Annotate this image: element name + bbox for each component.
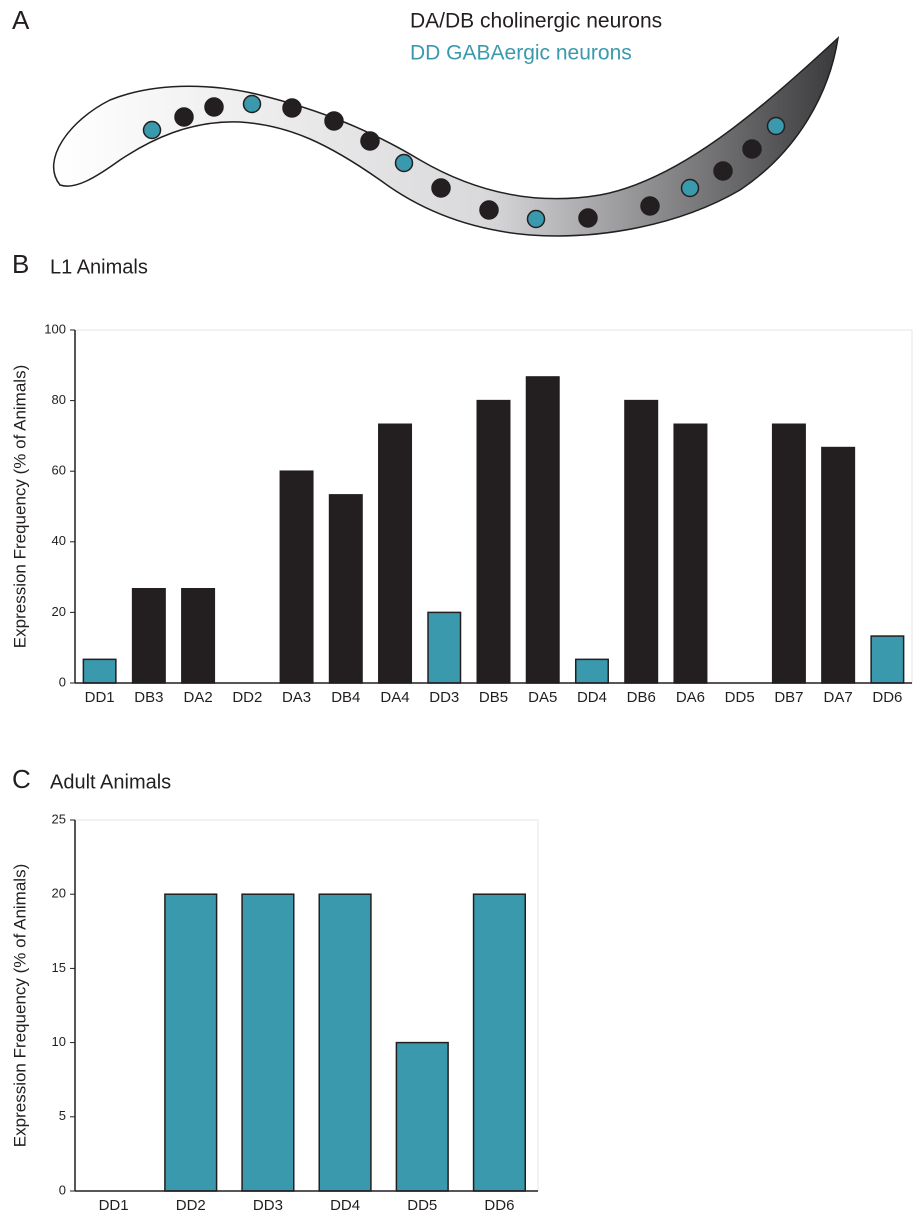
legend-entry: DA/DB cholinergic neurons bbox=[410, 10, 662, 33]
x-tick-label: DD3 bbox=[429, 689, 459, 706]
bar bbox=[330, 495, 362, 683]
x-tick-label: DA3 bbox=[282, 689, 311, 706]
dd-neuron bbox=[144, 122, 161, 139]
da-db-neuron bbox=[175, 108, 193, 126]
x-tick-label: DB5 bbox=[479, 689, 508, 706]
bar bbox=[396, 1043, 448, 1191]
da-db-neuron bbox=[641, 197, 659, 215]
x-tick-label: DB7 bbox=[774, 689, 803, 706]
panel-label: C bbox=[12, 764, 31, 794]
da-db-neuron bbox=[361, 132, 379, 150]
x-tick-label: DA6 bbox=[676, 689, 705, 706]
y-tick-label: 80 bbox=[52, 392, 66, 407]
bar bbox=[822, 448, 854, 683]
x-tick-label: DA4 bbox=[380, 689, 409, 706]
x-tick-label: DD1 bbox=[85, 689, 115, 706]
panel-label: B bbox=[12, 249, 29, 279]
x-tick-label: DD2 bbox=[232, 689, 262, 706]
da-db-neuron bbox=[579, 209, 597, 227]
y-tick-label: 25 bbox=[52, 811, 66, 826]
figure: A DA/DB cholinergic neurons DD GABAergic… bbox=[0, 0, 914, 1214]
bar bbox=[182, 589, 214, 683]
bar bbox=[242, 894, 294, 1191]
bar bbox=[773, 424, 805, 683]
y-tick-label: 0 bbox=[59, 674, 66, 689]
x-tick-label: DD1 bbox=[99, 1197, 129, 1214]
x-tick-label: DD4 bbox=[577, 689, 607, 706]
da-db-neuron bbox=[432, 179, 450, 197]
da-db-neuron bbox=[205, 98, 223, 116]
x-tick-label: DD3 bbox=[253, 1197, 283, 1214]
y-tick-label: 10 bbox=[52, 1034, 66, 1049]
y-tick-label: 5 bbox=[59, 1108, 66, 1123]
bar bbox=[474, 894, 526, 1191]
legend-entry: DD GABAergic neurons bbox=[410, 42, 632, 65]
x-tick-label: DD4 bbox=[330, 1197, 360, 1214]
y-tick-label: 60 bbox=[52, 463, 66, 478]
bar bbox=[83, 659, 115, 683]
worm bbox=[54, 38, 838, 236]
x-tick-label: DD5 bbox=[725, 689, 755, 706]
x-tick-label: DB6 bbox=[627, 689, 656, 706]
bar bbox=[625, 401, 657, 683]
bar bbox=[319, 894, 371, 1191]
y-tick-label: 40 bbox=[52, 533, 66, 548]
bar bbox=[133, 589, 165, 683]
panel-label: A bbox=[12, 5, 30, 35]
dd-neuron bbox=[396, 155, 413, 172]
da-db-neuron bbox=[480, 201, 498, 219]
y-tick-label: 15 bbox=[52, 960, 66, 975]
y-tick-label: 100 bbox=[44, 321, 66, 336]
x-tick-label: DD6 bbox=[872, 689, 902, 706]
bar bbox=[477, 401, 509, 683]
plot-frame bbox=[75, 820, 538, 1191]
dd-neuron bbox=[244, 96, 261, 113]
bar bbox=[428, 612, 460, 683]
dd-neuron bbox=[768, 118, 785, 135]
chart-title: Adult Animals bbox=[50, 771, 171, 793]
bar bbox=[674, 424, 706, 683]
da-db-neuron bbox=[743, 140, 761, 158]
y-axis-label: Expression Frequency (% of Animals) bbox=[10, 864, 29, 1147]
x-tick-label: DD5 bbox=[407, 1197, 437, 1214]
y-tick-label: 0 bbox=[59, 1182, 66, 1197]
bar bbox=[280, 471, 312, 683]
x-tick-label: DD6 bbox=[484, 1197, 514, 1214]
bar bbox=[165, 894, 217, 1191]
da-db-neuron bbox=[283, 99, 301, 117]
page: A DA/DB cholinergic neurons DD GABAergic… bbox=[0, 0, 914, 1214]
dd-neuron bbox=[682, 180, 699, 197]
bar bbox=[871, 636, 903, 683]
y-tick-label: 20 bbox=[52, 886, 66, 901]
y-axis-label: Expression Frequency (% of Animals) bbox=[10, 365, 29, 648]
da-db-neuron bbox=[325, 112, 343, 130]
x-tick-label: DA7 bbox=[824, 689, 853, 706]
chart-title: L1 Animals bbox=[50, 256, 148, 278]
bar bbox=[379, 424, 411, 683]
x-tick-label: DB3 bbox=[134, 689, 163, 706]
da-db-neuron bbox=[714, 162, 732, 180]
x-tick-label: DD2 bbox=[176, 1197, 206, 1214]
x-tick-label: DA2 bbox=[183, 689, 212, 706]
x-tick-label: DA5 bbox=[528, 689, 557, 706]
x-tick-label: DB4 bbox=[331, 689, 360, 706]
bar bbox=[526, 377, 558, 683]
bar bbox=[576, 659, 608, 683]
dd-neuron bbox=[528, 211, 545, 228]
y-tick-label: 20 bbox=[52, 604, 66, 619]
